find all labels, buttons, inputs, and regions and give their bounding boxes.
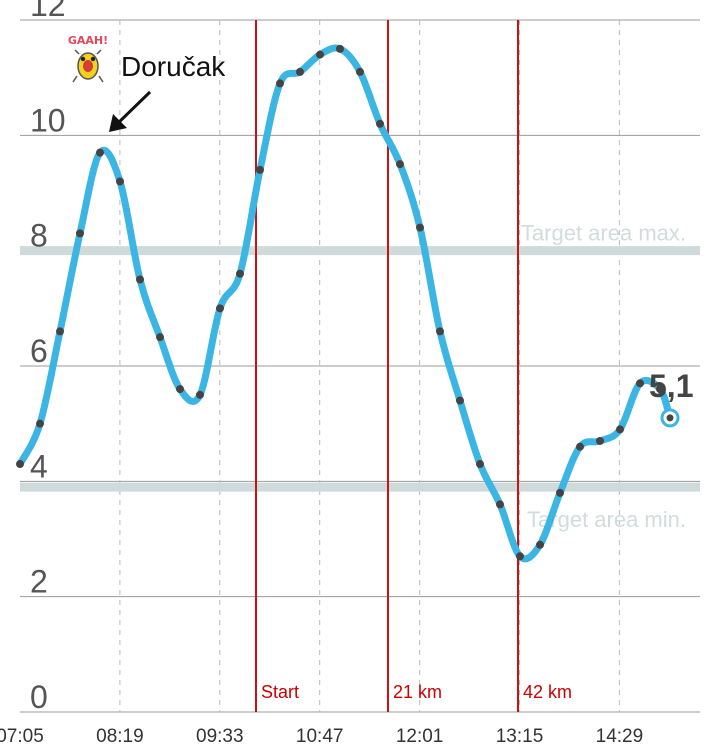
data-point (116, 177, 124, 186)
last-value-label: 5,1 (649, 368, 693, 404)
x-tick-label: 07:05 (0, 726, 44, 747)
data-point (56, 327, 64, 336)
data-point (536, 540, 544, 549)
data-point (376, 119, 384, 128)
data-point (396, 160, 404, 169)
data-point (156, 333, 164, 342)
data-point (36, 419, 44, 428)
arrow-icon (109, 90, 152, 132)
data-point (616, 425, 624, 434)
target-max-label: Target area max. (521, 221, 686, 246)
x-tick-label: 08:19 (96, 726, 144, 747)
data-point (136, 275, 144, 284)
annotation-text: Doručak (121, 51, 226, 82)
data-point (276, 79, 284, 88)
data-point (16, 460, 24, 469)
data-point (636, 379, 644, 388)
y-tick-label: 10 (30, 102, 66, 138)
last-data-point-core (666, 414, 674, 422)
data-point (596, 436, 604, 445)
data-point (316, 50, 324, 59)
target-area-lines: Target area max.Target area min. (20, 221, 700, 532)
y-tick-label: 6 (30, 333, 48, 369)
data-point (436, 327, 444, 336)
data-point (296, 67, 304, 76)
gaah-icon: GAAH! (68, 34, 108, 83)
data-point (516, 552, 524, 561)
event-marker-label: Start (261, 682, 299, 702)
series-points (16, 44, 664, 561)
data-point (256, 165, 264, 174)
x-axis-ticks: 07:05 08:19 09:33 10:47 12:01 13:15 14:29 (0, 726, 643, 747)
x-tick-label: 14:29 (596, 726, 644, 747)
data-point (196, 390, 204, 399)
y-axis-ticks: 0 2 4 6 8 10 12 (30, 0, 66, 715)
data-point (96, 148, 104, 157)
event-marker-label: 21 km (393, 682, 442, 702)
gaah-badge-text: GAAH! (68, 34, 108, 47)
x-tick-label: 10:47 (296, 726, 344, 747)
y-tick-label: 8 (30, 218, 48, 254)
annotation-doruak: GAAH! Doručak (68, 34, 226, 132)
data-point (176, 385, 184, 394)
y-tick-label: 0 (30, 679, 48, 715)
last-value: 5,1 (649, 368, 693, 428)
x-tick-label: 12:01 (396, 726, 444, 747)
data-point (556, 488, 564, 497)
data-point (356, 67, 364, 76)
x-tick-label: 13:15 (496, 726, 544, 747)
data-point (576, 442, 584, 451)
event-marker-label: 42 km (523, 682, 572, 702)
y-tick-label: 4 (30, 448, 48, 484)
data-point (216, 304, 224, 313)
data-point (656, 385, 664, 394)
data-point (236, 269, 244, 278)
data-point (336, 44, 344, 53)
y-tick-label: 2 (30, 564, 48, 600)
data-point (76, 229, 84, 238)
y-tick-label: 12 (30, 0, 66, 23)
data-point (416, 223, 424, 232)
data-point (496, 500, 504, 509)
data-point (476, 460, 484, 469)
data-point (456, 396, 464, 405)
x-tick-label: 09:33 (196, 726, 244, 747)
